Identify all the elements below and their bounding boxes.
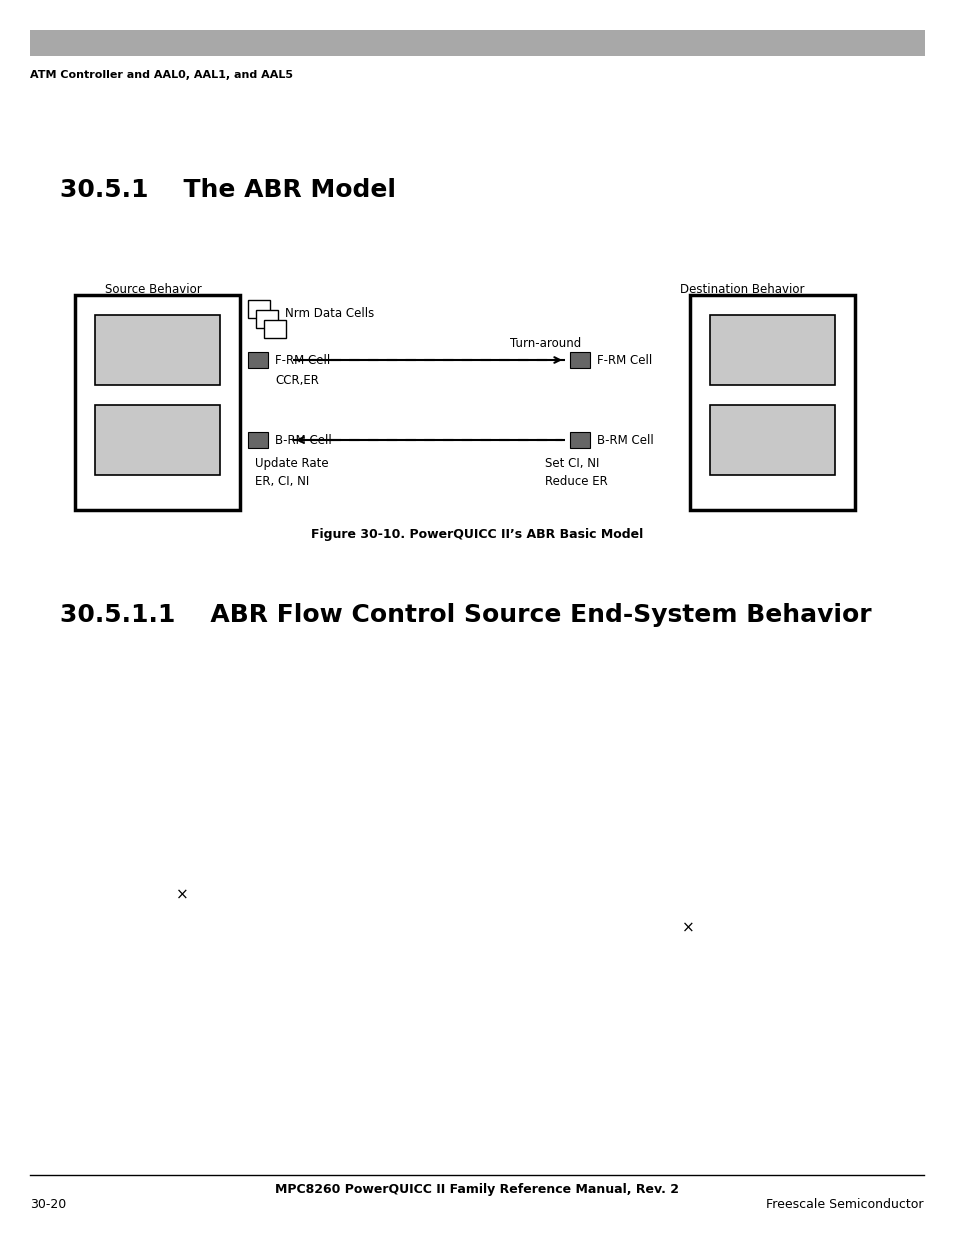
Bar [689,295,854,510]
Text: ATM Controller and AAL0, AAL1, and AAL5: ATM Controller and AAL0, AAL1, and AAL5 [30,70,293,80]
Text: B-RM Cell: B-RM Cell [597,433,653,447]
Bar [264,320,286,338]
Bar [95,405,220,475]
Text: 30.5.1.1    ABR Flow Control Source End-System Behavior: 30.5.1.1 ABR Flow Control Source End-Sys… [60,603,871,627]
Text: MPC8260 PowerQUICC II Family Reference Manual, Rev. 2: MPC8260 PowerQUICC II Family Reference M… [274,1183,679,1195]
Text: 30-20: 30-20 [30,1198,66,1212]
Text: ×: × [680,920,694,935]
Text: Destination Behavior: Destination Behavior [679,283,803,296]
Text: Turn-around: Turn-around [510,337,580,350]
Bar [95,315,220,385]
Text: Source Behavior: Source Behavior [105,283,201,296]
Bar [569,432,589,448]
Text: F-RM Cell: F-RM Cell [597,353,652,367]
Text: B-RM Cell: B-RM Cell [274,433,332,447]
Text: 30.5.1    The ABR Model: 30.5.1 The ABR Model [60,178,395,203]
Text: Update Rate
ER, CI, NI: Update Rate ER, CI, NI [254,457,328,488]
Text: F-RM Cell: F-RM Cell [274,353,330,367]
Bar [248,300,270,317]
Text: Freescale Semiconductor: Freescale Semiconductor [765,1198,923,1212]
Bar [569,352,589,368]
Bar [75,295,240,510]
Bar [709,315,834,385]
Bar [30,30,924,56]
Bar [255,310,277,329]
Text: Set CI, NI
Reduce ER: Set CI, NI Reduce ER [544,457,607,488]
Text: ×: × [175,888,188,903]
Bar [248,432,268,448]
Bar [248,352,268,368]
Text: Nrm Data Cells: Nrm Data Cells [285,308,374,320]
Text: CCR,ER: CCR,ER [274,374,318,387]
Text: Figure 30-10. PowerQUICC II’s ABR Basic Model: Figure 30-10. PowerQUICC II’s ABR Basic … [311,529,642,541]
Bar [709,405,834,475]
